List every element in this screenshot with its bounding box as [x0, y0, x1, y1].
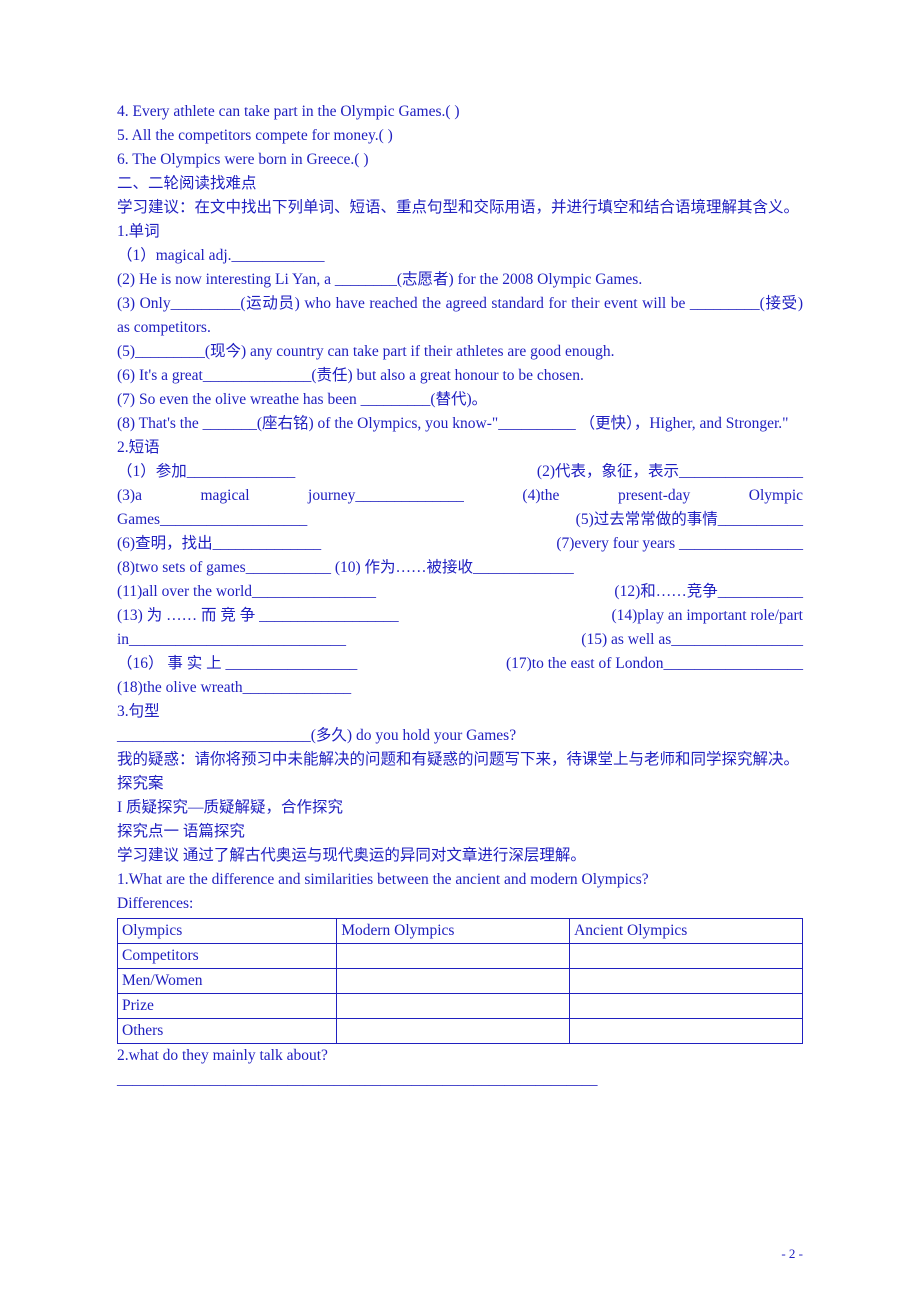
word-5: (5)_________(现今) any country can take pa…: [117, 340, 803, 364]
explore-point-1: 探究点一 语篇探究: [117, 820, 803, 844]
phrase-5: (5)过去常常做的事情___________: [576, 508, 803, 532]
phrase-14a: (14)play an important role/part: [611, 604, 803, 628]
phrase-3a: (3)a: [117, 484, 142, 508]
phrase-4d: Games___________________: [117, 508, 307, 532]
phrase-4b: present-day: [618, 484, 690, 508]
col-modern: Modern Olympics: [337, 919, 570, 944]
subhead-words: 1.单词: [117, 220, 803, 244]
phrase-3c: journey______________: [308, 484, 464, 508]
word-8: (8) That's the _______(座右铭) of the Olymp…: [117, 412, 803, 436]
word-6: (6) It's a great______________(责任) but a…: [117, 364, 803, 388]
cell: [570, 1019, 803, 1044]
row-competitors: Competitors: [118, 944, 337, 969]
cell: [570, 944, 803, 969]
col-olympics: Olympics: [118, 919, 337, 944]
answer-line: ________________________________________…: [117, 1068, 803, 1092]
phrase-4-5-row2: Games___________________ (5)过去常常做的事情____…: [117, 508, 803, 532]
cell: [337, 994, 570, 1019]
phrase-16-17: （16） 事 实 上 _________________ (17)to the …: [117, 652, 803, 676]
phrase-6: (6)查明，找出______________: [117, 532, 321, 556]
question-1: 1.What are the difference and similariti…: [117, 868, 803, 892]
differences-label: Differences:: [117, 892, 803, 916]
table-row: Others: [118, 1019, 803, 1044]
phrase-16: （16） 事 实 上 _________________: [117, 652, 357, 676]
cell: [337, 1019, 570, 1044]
question-2: 2.what do they mainly talk about?: [117, 1044, 803, 1068]
sentence-1: _________________________(多久) do you hol…: [117, 724, 803, 748]
table-row: Men/Women: [118, 969, 803, 994]
row-prize: Prize: [118, 994, 337, 1019]
page-number: - 2 -: [781, 1246, 803, 1262]
col-ancient: Ancient Olympics: [570, 919, 803, 944]
phrase-7: (7)every four years ________________: [556, 532, 803, 556]
phrase-15: (15) as well as_________________: [581, 628, 803, 652]
section-heading-2: 二、二轮阅读找难点: [117, 172, 803, 196]
explore-i: I 质疑探究—质疑解疑，合作探究: [117, 796, 803, 820]
phrase-12: (12)和……竞争___________: [614, 580, 803, 604]
cell: [570, 994, 803, 1019]
phrase-11-12: (11)all over the world________________ (…: [117, 580, 803, 604]
phrase-4c: Olympic: [749, 484, 803, 508]
phrase-4a: (4)the: [522, 484, 559, 508]
cell: [570, 969, 803, 994]
phrase-17: (17)to the east of London_______________…: [506, 652, 803, 676]
phrase-18: (18)the olive wreath______________: [117, 676, 803, 700]
explore-advice: 学习建议 通过了解古代奥运与现代奥运的异同对文章进行深层理解。: [117, 844, 803, 868]
my-doubt: 我的疑惑：请你将预习中未能解决的问题和有疑惑的问题写下来，待课堂上与老师和同学探…: [117, 748, 803, 772]
phrase-14-15-row2: in____________________________ (15) as w…: [117, 628, 803, 652]
subhead-sentence: 3.句型: [117, 700, 803, 724]
word-1: （1）magical adj.____________: [117, 244, 803, 268]
phrase-1: （1）参加______________: [117, 460, 295, 484]
cell: [337, 969, 570, 994]
phrase-6-7: (6)查明，找出______________ (7)every four yea…: [117, 532, 803, 556]
cell: [337, 944, 570, 969]
item-4: 4. Every athlete can take part in the Ol…: [117, 100, 803, 124]
table-header-row: Olympics Modern Olympics Ancient Olympic…: [118, 919, 803, 944]
phrase-2: (2)代表，象征，表示________________: [537, 460, 803, 484]
phrase-11: (11)all over the world________________: [117, 580, 376, 604]
word-2: (2) He is now interesting Li Yan, a ____…: [117, 268, 803, 292]
subhead-phrases: 2.短语: [117, 436, 803, 460]
phrase-1-2: （1）参加______________ (2)代表，象征，表示_________…: [117, 460, 803, 484]
phrase-3b: magical: [200, 484, 249, 508]
row-menwomen: Men/Women: [118, 969, 337, 994]
word-7: (7) So even the olive wreathe has been _…: [117, 388, 803, 412]
differences-table: Olympics Modern Olympics Ancient Olympic…: [117, 918, 803, 1044]
explore-heading: 探究案: [117, 772, 803, 796]
phrase-13: (13) 为 …… 而 竞 争 __________________: [117, 604, 399, 628]
phrase-14b: in____________________________: [117, 628, 346, 652]
phrase-13-14-row1: (13) 为 …… 而 竞 争 __________________ (14)p…: [117, 604, 803, 628]
table-row: Competitors: [118, 944, 803, 969]
study-advice: 学习建议：在文中找出下列单词、短语、重点句型和交际用语，并进行填空和结合语境理解…: [117, 196, 803, 220]
item-6: 6. The Olympics were born in Greece.( ): [117, 148, 803, 172]
word-3: (3) Only_________(运动员) who have reached …: [117, 292, 803, 340]
row-others: Others: [118, 1019, 337, 1044]
phrase-8-10: (8)two sets of games___________ (10) 作为……: [117, 556, 803, 580]
table-row: Prize: [118, 994, 803, 1019]
phrase-3-4-row1: (3)a magical journey______________ (4)th…: [117, 484, 803, 508]
item-5: 5. All the competitors compete for money…: [117, 124, 803, 148]
